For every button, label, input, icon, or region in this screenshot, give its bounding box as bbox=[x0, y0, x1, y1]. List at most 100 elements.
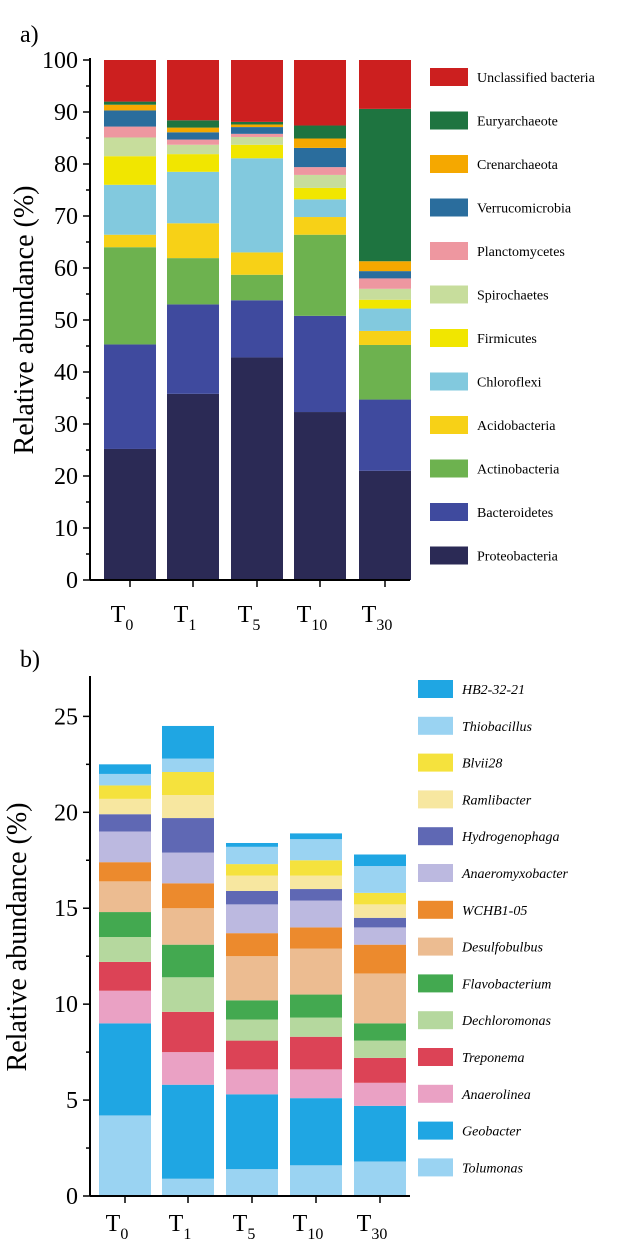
y-tick-label: 0 bbox=[66, 1184, 78, 1210]
bar-segment bbox=[231, 60, 283, 122]
bar-segment bbox=[290, 1036, 342, 1070]
bar-segment bbox=[294, 187, 346, 200]
x-tick-label: T5 bbox=[238, 602, 261, 634]
legend-item: Hydrogenophaga bbox=[418, 827, 559, 846]
bar-segment bbox=[167, 144, 219, 155]
y-tick-label: 80 bbox=[54, 152, 78, 178]
bar-segment bbox=[290, 875, 342, 890]
bar-segment bbox=[226, 890, 278, 905]
legend-swatch bbox=[430, 416, 468, 434]
x-tick-label: T30 bbox=[357, 1211, 388, 1243]
bar-segment bbox=[99, 1115, 151, 1196]
bar-segment bbox=[231, 357, 283, 580]
bar-segment bbox=[167, 154, 219, 172]
legend-swatch bbox=[418, 937, 453, 956]
bar-segment bbox=[231, 252, 283, 275]
legend-swatch bbox=[418, 1158, 453, 1177]
legend-item: Actinobacteria bbox=[430, 459, 560, 478]
legend-item: Spirochaetes bbox=[430, 285, 549, 304]
bar-segment bbox=[226, 864, 278, 876]
bar-segment bbox=[294, 60, 346, 126]
bar-segment bbox=[99, 961, 151, 991]
bar-segment bbox=[226, 1000, 278, 1020]
y-tick-label: 70 bbox=[54, 204, 78, 230]
legend-swatch bbox=[418, 680, 453, 698]
legend-label: Geobacter bbox=[462, 1125, 522, 1140]
x-tick-label: T10 bbox=[297, 602, 328, 634]
legend-label: Actinobacteria bbox=[477, 463, 560, 478]
x-tick-label: T5 bbox=[233, 1211, 256, 1243]
y-tick-label: 30 bbox=[54, 412, 78, 438]
legend-label: Euryarchaeote bbox=[477, 115, 558, 130]
legend-label: Thiobacillus bbox=[462, 720, 533, 735]
bar-segment bbox=[167, 132, 219, 140]
legend-label: Ramlibacter bbox=[461, 793, 532, 808]
bar-segment bbox=[231, 144, 283, 159]
bar-segment bbox=[231, 300, 283, 358]
y-tick-label: 20 bbox=[54, 464, 78, 490]
legend-swatch bbox=[418, 1121, 453, 1140]
legend-swatch bbox=[430, 372, 468, 391]
legend-swatch bbox=[418, 1084, 453, 1103]
bar-segment bbox=[162, 772, 214, 796]
x-tick-label: T1 bbox=[174, 602, 197, 634]
bar-segment bbox=[294, 234, 346, 316]
legend-swatch bbox=[430, 285, 468, 304]
legend-item: Ramlibacter bbox=[418, 790, 532, 809]
y-axis-label: Relative abundance (%) bbox=[9, 186, 40, 455]
bar-segment bbox=[162, 1084, 214, 1179]
y-tick-label: 0 bbox=[66, 568, 78, 594]
bar-segment bbox=[354, 944, 406, 974]
bar-segment bbox=[162, 758, 214, 773]
bar-segment bbox=[354, 973, 406, 1024]
legend-item: Dechloromonas bbox=[418, 1011, 551, 1030]
legend-swatch bbox=[430, 459, 468, 478]
bar-segment bbox=[231, 136, 283, 145]
bar-segment bbox=[290, 839, 342, 861]
x-tick-label: T1 bbox=[169, 1211, 192, 1243]
legend-label: Tolumonas bbox=[462, 1161, 524, 1176]
bar-segment bbox=[294, 138, 346, 148]
bar-segment bbox=[290, 889, 342, 901]
bar-segment bbox=[99, 912, 151, 937]
bar-segment bbox=[167, 393, 219, 580]
bar-segment bbox=[104, 247, 156, 345]
legend-label: WCHB1-05 bbox=[462, 904, 527, 919]
y-tick-label: 10 bbox=[54, 992, 78, 1018]
bar-segment bbox=[167, 120, 219, 128]
legend-swatch bbox=[418, 974, 453, 993]
legend-item: Firmicutes bbox=[430, 329, 537, 347]
y-tick-label: 50 bbox=[54, 308, 78, 334]
bar-segment bbox=[104, 101, 156, 105]
bar-segment bbox=[162, 908, 214, 945]
bar-segment bbox=[294, 315, 346, 413]
bar-segment bbox=[99, 862, 151, 882]
bar-segment bbox=[99, 990, 151, 1024]
bar-segment bbox=[226, 1169, 278, 1196]
y-tick-label: 25 bbox=[54, 704, 78, 730]
bar-segment bbox=[167, 60, 219, 121]
bar-segment bbox=[294, 125, 346, 139]
bar-segment bbox=[231, 121, 283, 125]
bar-segment bbox=[354, 904, 406, 918]
bar-segment bbox=[99, 1023, 151, 1116]
bar-segment bbox=[354, 1105, 406, 1162]
legend-label: Proteobacteria bbox=[477, 550, 559, 565]
bar-segment bbox=[99, 881, 151, 913]
bar-segment bbox=[359, 60, 411, 109]
bar-segment bbox=[290, 1165, 342, 1196]
bar-segment bbox=[354, 854, 406, 867]
legend-item: WCHB1-05 bbox=[418, 900, 527, 919]
x-tick-label: T0 bbox=[111, 602, 134, 634]
legend-item: Blvii28 bbox=[418, 753, 502, 772]
bar-segment bbox=[104, 137, 156, 157]
bar-segment bbox=[231, 124, 283, 128]
chart-panel-a: a) 0 10 20 30 40 50 60 70 80 90 100 T0 T1 T5 T10 T30 Rela… bbox=[9, 22, 596, 634]
legend-label: Desulfobulbus bbox=[461, 941, 543, 956]
bar-segment bbox=[359, 108, 411, 262]
bar-segment bbox=[104, 344, 156, 449]
bar-segment bbox=[359, 330, 411, 345]
bar-segment bbox=[99, 764, 151, 774]
legend-label: Treponema bbox=[462, 1051, 524, 1066]
bar-segment bbox=[99, 831, 151, 863]
